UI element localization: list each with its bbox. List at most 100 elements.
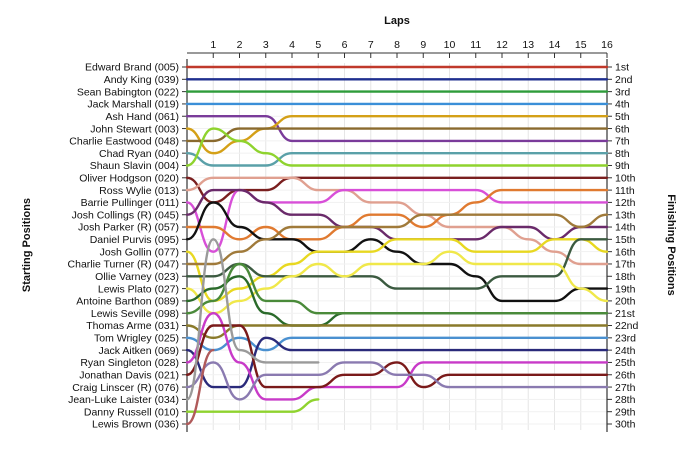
finishing-position-label: 12th — [615, 197, 636, 209]
lap-tick-label: 9 — [420, 39, 426, 51]
starting-driver-label: Craig Linscer (R) (076) — [72, 382, 179, 394]
starting-driver-label: Lewis Seville (098) — [91, 308, 179, 320]
finishing-position-label: 1st — [615, 62, 629, 74]
series-line — [185, 188, 609, 241]
finishing-position-label: 29th — [615, 406, 636, 418]
lap-tick-label: 13 — [522, 39, 534, 51]
lap-tick-label: 2 — [237, 39, 243, 51]
series-line — [185, 127, 609, 143]
finishing-position-label: 24th — [615, 345, 636, 357]
series-line — [185, 127, 609, 167]
starting-driver-label: Tom Wrigley (025) — [94, 333, 179, 345]
finishing-position-label: 11th — [615, 185, 635, 197]
starting-driver-label: Lewis Plato (027) — [98, 283, 179, 295]
lap-tick-label: 3 — [263, 39, 269, 51]
finishing-position-label: 26th — [615, 369, 636, 381]
finishing-position-label: 19th — [615, 283, 636, 295]
finishing-position-label: 28th — [615, 394, 636, 406]
starting-driver-label: Jean-Luke Laister (034) — [68, 394, 179, 406]
finishing-position-label: 22nd — [615, 320, 639, 332]
finishing-position-label: 7th — [615, 136, 630, 148]
starting-driver-label: Jonathan Davis (021) — [79, 369, 179, 381]
label-layer: Laps Starting Positions Finishing Positi… — [21, 15, 677, 296]
finishing-position-label: 15th — [615, 234, 636, 246]
starting-driver-label: Oliver Hodgson (020) — [79, 172, 179, 184]
starting-driver-label: Thomas Arme (031) — [86, 320, 179, 332]
finishing-position-label: 6th — [615, 123, 630, 135]
lap-tick-label: 14 — [549, 39, 561, 51]
series-line — [185, 361, 609, 401]
starting-driver-label: Barrie Pullinger (011) — [81, 197, 179, 209]
x-axis-title: Laps — [384, 15, 410, 27]
lap-tick-label: 15 — [575, 39, 587, 51]
lap-tick-label: 4 — [289, 39, 295, 51]
finishing-position-label: 23rd — [615, 333, 636, 345]
finishing-position-label: 27th — [615, 382, 636, 394]
starting-driver-label: Sean Babington (022) — [77, 86, 179, 98]
finishing-position-label: 16th — [615, 246, 636, 258]
series-line — [185, 238, 609, 290]
series-line — [185, 348, 215, 426]
starting-driver-label: Charlie Eastwood (048) — [69, 136, 179, 148]
lap-tick-label: 11 — [470, 39, 481, 51]
starting-driver-label: Charlie Turner (R) (047) — [68, 259, 179, 271]
starting-driver-label: Ollie Varney (023) — [95, 271, 179, 283]
finishing-position-label: 9th — [615, 160, 630, 172]
starting-driver-label: Andy King (039) — [104, 74, 179, 86]
starting-driver-label: Ash Hand (061) — [105, 111, 179, 123]
series-line — [185, 152, 609, 167]
lap-tick-label: 10 — [444, 39, 456, 51]
starting-driver-label: Ryan Singleton (028) — [80, 357, 179, 369]
starting-driver-label: Josh Gollin (077) — [100, 246, 179, 258]
finishing-position-label: 14th — [615, 222, 636, 234]
series-line — [185, 114, 609, 155]
starting-driver-label: Daniel Purvis (095) — [90, 234, 179, 246]
finishing-position-label: 13th — [615, 209, 636, 221]
finishing-position-label: 30th — [615, 419, 636, 431]
series-line — [185, 213, 609, 266]
series-line — [185, 176, 609, 204]
finishing-position-label: 3rd — [615, 86, 630, 98]
finishing-position-label: 4th — [615, 99, 630, 111]
starting-driver-label: Lewis Brown (036) — [92, 419, 179, 431]
starting-driver-label: Danny Russell (010) — [84, 406, 179, 418]
lap-tick-label: 5 — [315, 39, 321, 51]
series-line — [185, 114, 609, 143]
finishing-position-label: 21st — [615, 308, 635, 320]
lap-tick-label: 16 — [601, 39, 613, 51]
starting-driver-label: Chad Ryan (040) — [99, 148, 179, 160]
finishing-position-label: 25th — [615, 357, 636, 369]
starting-driver-label: Jack Marshall (019) — [87, 99, 179, 111]
finishing-position-label: 17th — [615, 259, 636, 271]
series-line — [185, 336, 609, 389]
series-line — [185, 176, 609, 266]
starting-driver-label: John Stewart (003) — [90, 123, 179, 135]
starting-driver-label: Antoine Barthon (089) — [76, 296, 179, 308]
finishing-position-label: 2nd — [615, 74, 633, 86]
lap-tick-label: 12 — [496, 39, 508, 51]
y-axis-title-left: Starting Positions — [21, 198, 33, 292]
finishing-position-label: 20th — [615, 296, 636, 308]
series-line — [185, 238, 609, 303]
finishing-position-label: 10th — [615, 172, 636, 184]
y-axis-title-right: Finishing Positions — [665, 194, 677, 295]
finishing-position-label: 18th — [615, 271, 636, 283]
series-line — [185, 312, 609, 401]
starting-driver-label: Josh Parker (R) (057) — [78, 222, 179, 234]
finishing-position-label: 5th — [615, 111, 630, 123]
lap-tick-label: 1 — [210, 39, 216, 51]
lap-tick-label: 6 — [342, 39, 348, 51]
starting-driver-label: Josh Collings (R) (045) — [72, 209, 179, 221]
lap-tick-label: 7 — [368, 39, 374, 51]
starting-driver-label: Ross Wylie (013) — [99, 185, 179, 197]
series-line — [185, 201, 609, 303]
starting-driver-label: Jack Aitken (069) — [98, 345, 179, 357]
finishing-position-label: 8th — [615, 148, 630, 160]
series-layer — [185, 65, 609, 426]
series-line — [185, 262, 609, 315]
lap-tick-label: 8 — [394, 39, 400, 51]
series-line — [185, 398, 320, 413]
